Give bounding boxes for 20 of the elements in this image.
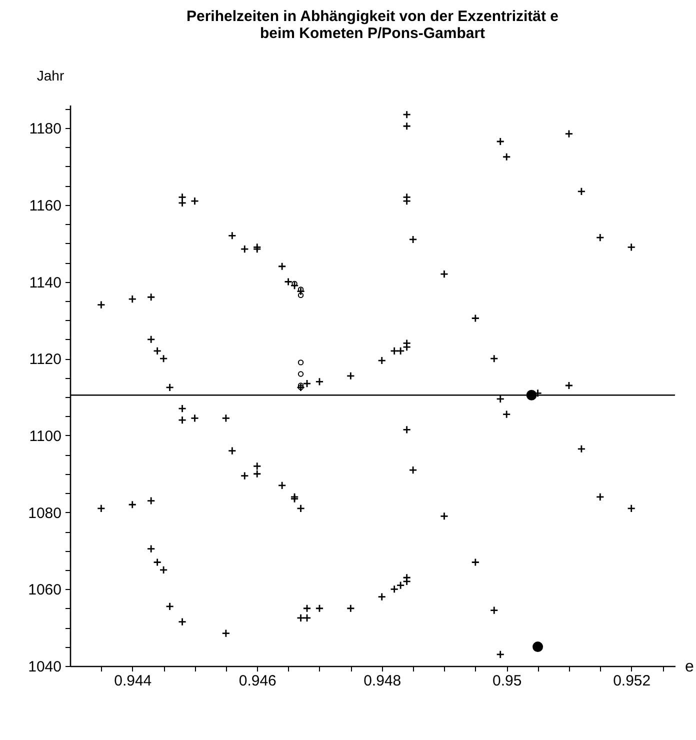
y-tick-label: 1100 bbox=[29, 428, 62, 445]
y-tick-label: 1120 bbox=[29, 351, 62, 368]
point bbox=[298, 360, 304, 366]
x-tick-label: 0.948 bbox=[364, 672, 402, 690]
point bbox=[298, 371, 304, 377]
chart-title: Perihelzeiten in Abhängigkeit von der Exzentrizität e beim Kometen P/Pons-Gambart bbox=[186, 8, 559, 42]
y-tick-label: 1060 bbox=[28, 582, 62, 599]
y-axis-title: Jahr bbox=[36, 68, 64, 84]
y-tick-label: 1040 bbox=[28, 658, 62, 676]
point bbox=[292, 280, 298, 287]
y-tick-label: 1080 bbox=[28, 504, 62, 522]
point bbox=[298, 286, 304, 292]
x-tick-label: 0.952 bbox=[613, 672, 651, 690]
y-tick-label: 1160 bbox=[29, 197, 62, 214]
y-tick-label: 1180 bbox=[29, 120, 62, 138]
x-tick-label: 0.944 bbox=[114, 672, 152, 690]
x-tick-label: 0.95 bbox=[492, 672, 522, 690]
x-axis-title: e bbox=[685, 658, 694, 676]
y-tick-label: 1140 bbox=[29, 274, 62, 292]
x-tick-label: 0.946 bbox=[238, 672, 276, 690]
